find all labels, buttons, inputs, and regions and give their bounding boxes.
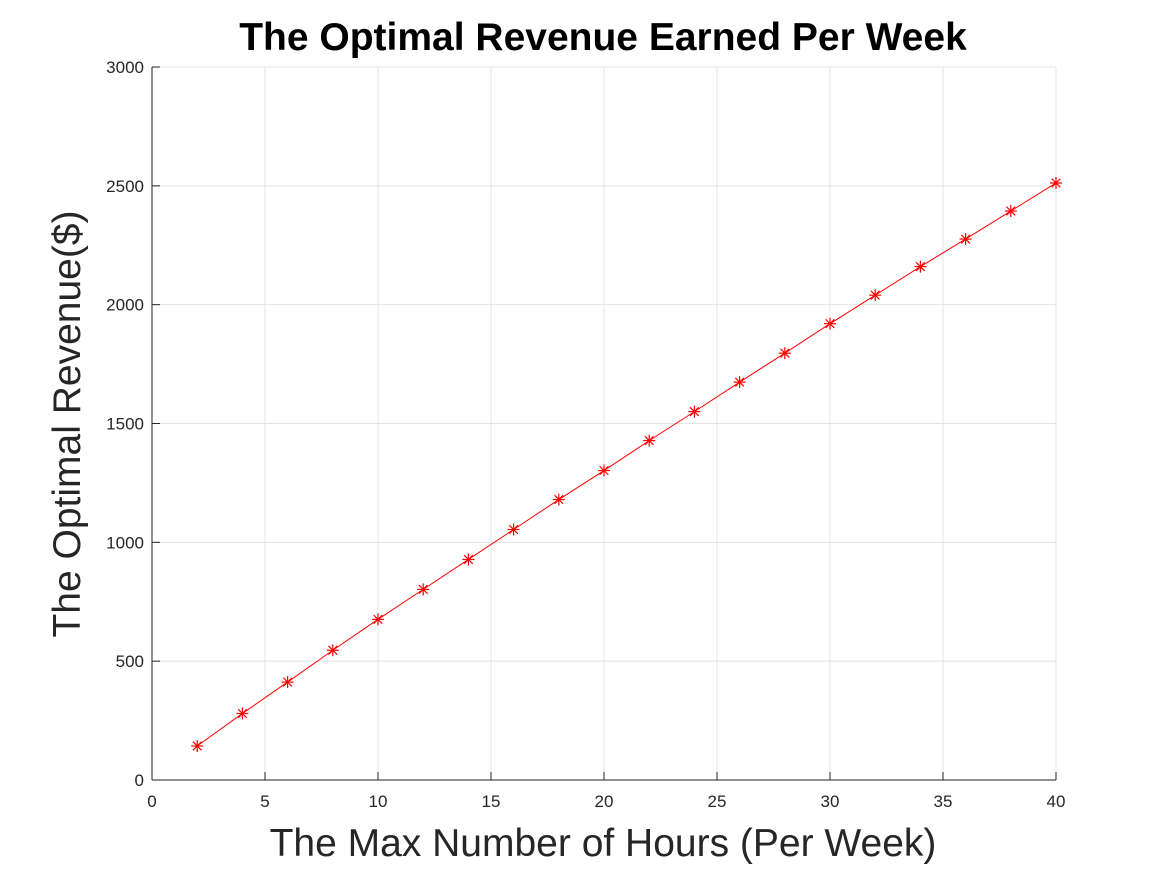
marker-stroke xyxy=(825,318,835,329)
y-tick-label: 500 xyxy=(116,652,144,671)
data-point-marker xyxy=(1004,205,1017,218)
marker-stroke xyxy=(328,645,338,655)
marker-stroke xyxy=(780,348,790,358)
marker-stroke xyxy=(689,406,700,417)
y-tick-label: 1500 xyxy=(106,415,144,434)
marker-stroke xyxy=(237,708,248,719)
y-axis-label: The Optimal Revenue($) xyxy=(46,210,89,637)
data-point-marker xyxy=(778,347,791,360)
y-axis-ticks: 0 500 1000 1500 2000 2500 3000 xyxy=(106,58,160,790)
data-point-marker xyxy=(507,523,520,536)
x-tick-label: 35 xyxy=(934,792,953,811)
y-tick-label: 2000 xyxy=(106,296,144,315)
x-tick-label: 10 xyxy=(369,792,388,811)
data-point-marker xyxy=(281,676,294,689)
y-tick-label: 3000 xyxy=(106,58,144,77)
y-tick-label: 2500 xyxy=(106,177,144,196)
x-axis-ticks: 0 5 10 15 20 25 30 35 40 xyxy=(147,772,1065,811)
marker-stroke xyxy=(599,465,609,476)
chart-title: The Optimal Revenue Earned Per Week xyxy=(239,16,967,59)
data-point-marker xyxy=(236,707,249,720)
x-tick-label: 15 xyxy=(482,792,501,811)
data-point-marker xyxy=(191,740,204,753)
marker-stroke xyxy=(373,614,383,625)
data-point-marker xyxy=(824,317,836,330)
marker-stroke xyxy=(870,290,880,300)
data-point-marker xyxy=(959,233,972,246)
marker-stroke xyxy=(508,524,519,535)
data-point-marker xyxy=(417,583,430,596)
data-point-marker xyxy=(372,613,384,626)
marker-stroke xyxy=(960,234,971,244)
data-point-marker xyxy=(462,553,475,566)
x-tick-label: 40 xyxy=(1047,792,1066,811)
marker-stroke xyxy=(418,584,428,595)
data-point-marker xyxy=(552,493,565,506)
x-tick-label: 0 xyxy=(147,792,156,811)
data-point-marker xyxy=(1050,176,1062,189)
data-point-marker xyxy=(733,376,746,389)
data-series xyxy=(191,176,1062,753)
data-point-marker xyxy=(914,260,927,273)
y-tick-label: 0 xyxy=(135,771,144,790)
marker-stroke xyxy=(915,261,926,272)
x-tick-label: 20 xyxy=(595,792,614,811)
series-line xyxy=(196,182,1057,747)
x-tick-label: 5 xyxy=(260,792,269,811)
marker-stroke xyxy=(282,677,293,687)
data-point-marker xyxy=(598,464,610,477)
data-point-marker xyxy=(643,434,656,447)
marker-stroke xyxy=(644,435,654,446)
grid-lines xyxy=(151,66,1057,781)
data-point-marker xyxy=(326,644,339,657)
x-axis-label: The Max Number of Hours (Per Week) xyxy=(270,822,937,865)
marker-stroke xyxy=(1051,178,1061,188)
marker-stroke xyxy=(1006,206,1016,216)
y-tick-label: 1000 xyxy=(106,533,144,552)
data-point-marker xyxy=(688,405,701,418)
x-tick-label: 30 xyxy=(821,792,840,811)
data-point-marker xyxy=(869,289,882,302)
marker-stroke xyxy=(734,377,745,387)
marker-stroke xyxy=(192,741,202,751)
x-tick-label: 25 xyxy=(708,792,727,811)
marker-stroke xyxy=(554,494,564,505)
marker-stroke xyxy=(463,554,474,565)
